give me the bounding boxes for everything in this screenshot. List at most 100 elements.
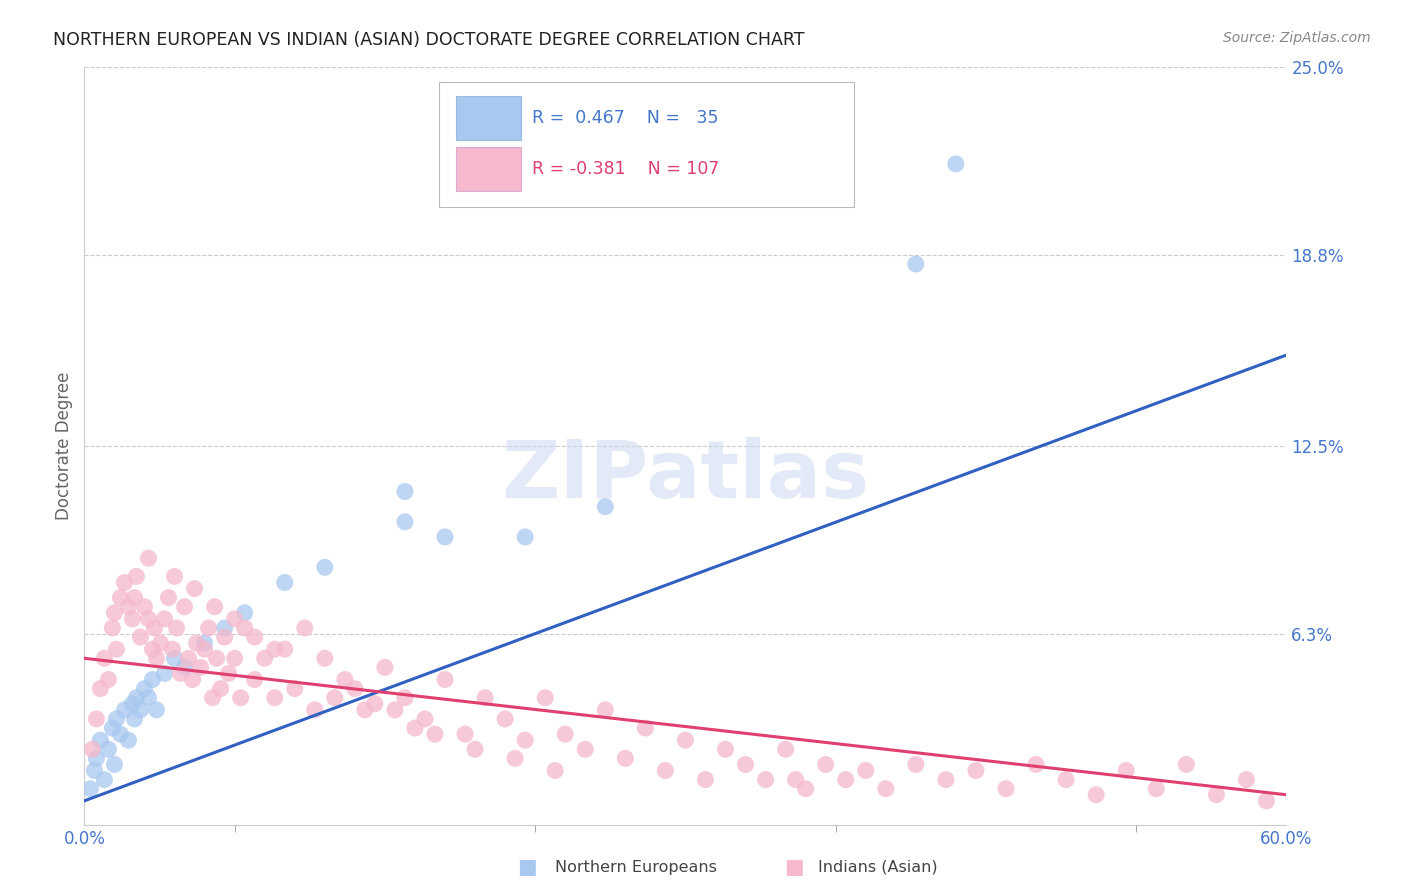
Text: Source: ZipAtlas.com: Source: ZipAtlas.com bbox=[1223, 31, 1371, 45]
Point bbox=[153, 612, 176, 626]
Point bbox=[129, 703, 152, 717]
Point bbox=[1175, 757, 1198, 772]
Point bbox=[1234, 772, 1257, 787]
Point bbox=[995, 781, 1018, 796]
Point bbox=[434, 530, 457, 544]
Point bbox=[86, 712, 108, 726]
Point bbox=[145, 703, 167, 717]
Point bbox=[138, 612, 160, 626]
Point bbox=[110, 591, 132, 605]
Point bbox=[675, 733, 697, 747]
Point bbox=[434, 673, 457, 687]
Point bbox=[755, 772, 778, 787]
Point bbox=[218, 666, 240, 681]
Point bbox=[86, 751, 108, 765]
Point bbox=[149, 636, 172, 650]
Point bbox=[121, 612, 143, 626]
Point bbox=[945, 157, 967, 171]
Point bbox=[110, 727, 132, 741]
Point bbox=[394, 690, 416, 705]
Point bbox=[214, 621, 236, 635]
Point bbox=[544, 764, 567, 778]
Point bbox=[654, 764, 676, 778]
Point bbox=[904, 757, 927, 772]
Point bbox=[343, 681, 366, 696]
Point bbox=[1115, 764, 1137, 778]
Point bbox=[855, 764, 877, 778]
Point bbox=[173, 599, 195, 614]
Point bbox=[1085, 788, 1108, 802]
Point bbox=[163, 651, 186, 665]
Point bbox=[124, 712, 146, 726]
Point bbox=[333, 673, 356, 687]
Point bbox=[89, 681, 111, 696]
Point bbox=[121, 697, 143, 711]
Point bbox=[169, 666, 191, 681]
Point bbox=[79, 781, 101, 796]
Text: ■: ■ bbox=[785, 857, 804, 877]
Point bbox=[364, 697, 387, 711]
FancyBboxPatch shape bbox=[456, 95, 520, 140]
Point bbox=[294, 621, 316, 635]
Point bbox=[101, 721, 124, 735]
FancyBboxPatch shape bbox=[456, 147, 520, 191]
Point bbox=[97, 673, 120, 687]
Point bbox=[105, 712, 128, 726]
Point bbox=[384, 703, 406, 717]
Point bbox=[101, 621, 124, 635]
FancyBboxPatch shape bbox=[439, 82, 853, 207]
Point bbox=[714, 742, 737, 756]
Point bbox=[935, 772, 957, 787]
Point bbox=[153, 666, 176, 681]
Point bbox=[515, 733, 537, 747]
Point bbox=[263, 690, 285, 705]
Point bbox=[314, 560, 336, 574]
Point bbox=[103, 606, 125, 620]
Point bbox=[595, 703, 617, 717]
Point bbox=[129, 630, 152, 644]
Point bbox=[323, 690, 346, 705]
Point bbox=[134, 599, 156, 614]
Point bbox=[117, 733, 139, 747]
Text: NORTHERN EUROPEAN VS INDIAN (ASIAN) DOCTORATE DEGREE CORRELATION CHART: NORTHERN EUROPEAN VS INDIAN (ASIAN) DOCT… bbox=[53, 31, 804, 49]
Point bbox=[304, 703, 326, 717]
Point bbox=[1256, 794, 1278, 808]
Point bbox=[141, 673, 163, 687]
Point bbox=[125, 569, 148, 583]
Point bbox=[143, 621, 166, 635]
Point bbox=[162, 642, 184, 657]
Point bbox=[138, 690, 160, 705]
Point bbox=[404, 721, 426, 735]
Point bbox=[157, 591, 180, 605]
Point bbox=[835, 772, 858, 787]
Point bbox=[93, 651, 115, 665]
Text: ■: ■ bbox=[517, 857, 537, 877]
Point bbox=[474, 690, 496, 705]
Point bbox=[105, 642, 128, 657]
Point bbox=[1054, 772, 1077, 787]
Point bbox=[93, 772, 115, 787]
Point bbox=[214, 630, 236, 644]
Point bbox=[209, 681, 232, 696]
Point bbox=[904, 257, 927, 271]
Point bbox=[190, 660, 212, 674]
Point bbox=[181, 673, 204, 687]
Point bbox=[183, 582, 205, 596]
Point bbox=[177, 651, 200, 665]
Point bbox=[454, 727, 477, 741]
Text: R = -0.381    N = 107: R = -0.381 N = 107 bbox=[531, 161, 718, 178]
Point bbox=[114, 575, 135, 590]
Point bbox=[229, 690, 252, 705]
Point bbox=[204, 599, 226, 614]
Point bbox=[83, 764, 105, 778]
Point bbox=[224, 612, 246, 626]
Point bbox=[614, 751, 637, 765]
Point bbox=[794, 781, 817, 796]
Point bbox=[503, 751, 526, 765]
Point bbox=[875, 781, 897, 796]
Point bbox=[515, 530, 537, 544]
Point bbox=[394, 515, 416, 529]
Point bbox=[423, 727, 446, 741]
Point bbox=[224, 651, 246, 665]
Text: Indians (Asian): Indians (Asian) bbox=[818, 860, 938, 874]
